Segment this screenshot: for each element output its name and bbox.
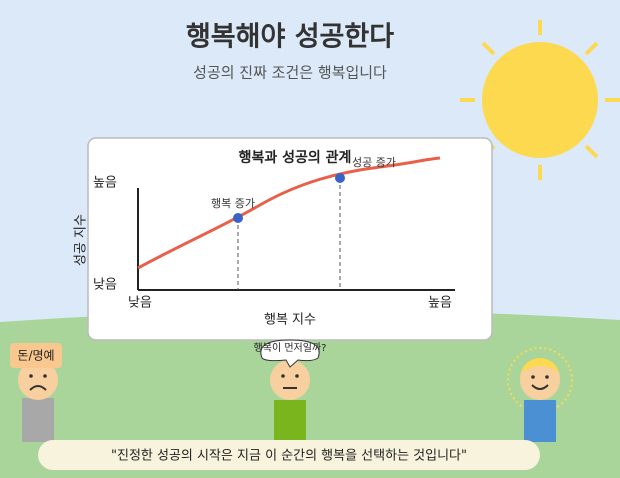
annotation: 행복 증가	[211, 197, 255, 210]
point	[233, 213, 243, 223]
annotation: 성공 증가	[352, 156, 396, 169]
point	[335, 173, 345, 183]
sign: 돈/명예	[17, 349, 54, 363]
quote-banner	[38, 440, 540, 470]
y-axis-title: 성공 지수	[74, 214, 89, 266]
title: 행복해야 성공한다	[186, 22, 394, 53]
x-axis-title: 행복 지수	[264, 312, 316, 328]
right-character	[507, 347, 573, 442]
middle-character: 행복이 먼저일까?	[254, 339, 327, 442]
curve	[137, 156, 441, 270]
left-character: 돈/명예	[10, 343, 62, 442]
chart-title: 행복과 성공의 관계	[239, 149, 352, 166]
y-label: 낮음	[93, 278, 117, 293]
x-label: 높음	[428, 296, 452, 311]
quote: "진정한 성공의 시작은 지금 이 순간의 행복을 선택하는 것입니다"	[111, 448, 467, 464]
speech-bubble: 행복이 먼저일까?	[254, 342, 327, 354]
subtitle: 성공의 진짜 조건은 행복입니다	[193, 64, 387, 82]
x-label: 낮음	[128, 296, 152, 311]
chart-card: 행복과 성공의 관계 높음 낮음 성공 지수 낮음 높음 행복 지수 행복 증가…	[74, 137, 493, 341]
hill	[0, 310, 620, 478]
y-label: 높음	[93, 176, 117, 191]
